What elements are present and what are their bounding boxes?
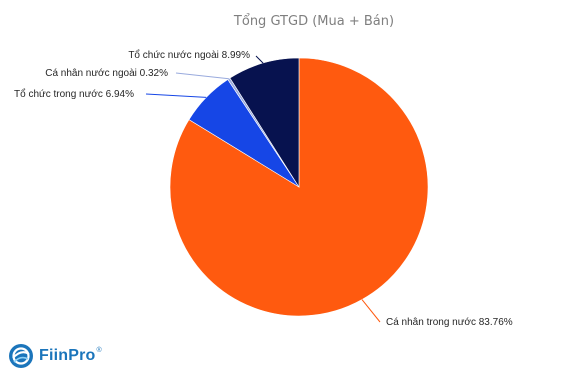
slice-label: Tổ chức nước ngoài 8.99% [128,49,250,61]
slice-label: Tổ chức trong nước 6.94% [14,88,134,100]
slice-label: Cá nhân trong nước 83.76% [386,317,513,328]
leader-lines [145,55,381,323]
leader-line [175,72,229,80]
leader-line [255,55,264,64]
logo-text: FiinPro [39,347,96,364]
slice-label: Cá nhân nước ngoài 0.32% [45,68,168,79]
fiinpro-logo: FiinPro ® [8,343,102,369]
chart-title: Tổng GTGD (Mua + Bán) [233,14,394,29]
leader-line [361,299,381,323]
fiinpro-logo-icon [9,344,33,368]
leader-line [145,93,207,98]
pie-slices [169,57,429,317]
slice-labels: Cá nhân trong nước 83.76% Tổ chức trong n… [14,49,513,328]
logo-trademark: ® [96,347,102,354]
